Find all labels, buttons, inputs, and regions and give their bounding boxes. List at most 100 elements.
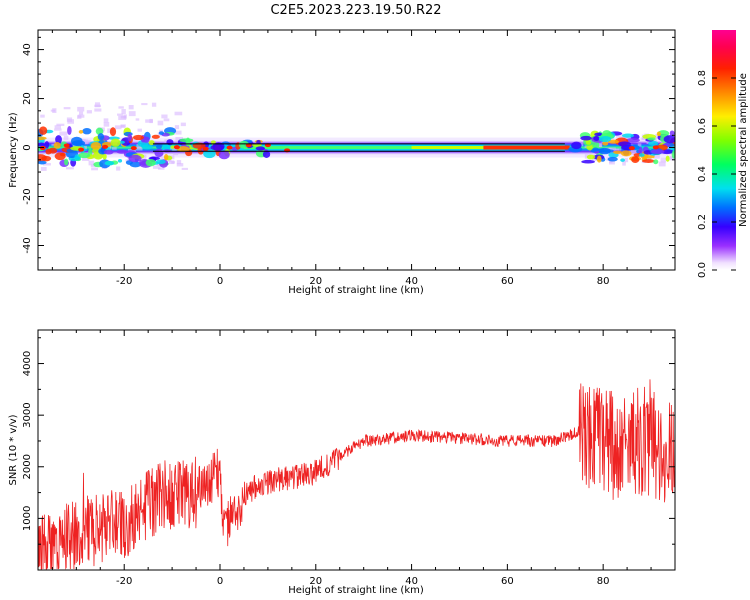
snr-y-label: SNR (10 * v/v) [8, 414, 19, 485]
heatmap-speckle [181, 167, 188, 170]
colorbar-tick-label: 0.6 [697, 118, 708, 134]
ridge-center-yellow [411, 146, 484, 150]
heatmap-speckle [116, 166, 121, 171]
colorbar-label: Normalized spectral amplitude [738, 73, 749, 227]
heatmap-blob [620, 150, 632, 157]
heatmap-blob [148, 140, 155, 146]
heatmap-blob [38, 160, 47, 165]
colorbar-tick-label: 0.0 [697, 262, 708, 278]
heatmap-speckle [637, 143, 642, 148]
heatmap-speckle [628, 150, 637, 155]
heatmap-speckle [117, 113, 124, 116]
heatmap-peak-dot [202, 146, 209, 151]
heatmap-blob [218, 150, 230, 160]
ridge-peak [483, 145, 570, 150]
spectrogram-x-label: Height of straight line (km) [288, 285, 424, 296]
snr-background [38, 330, 675, 570]
heatmap-speckle [145, 119, 153, 123]
heatmap-speckle [580, 142, 584, 147]
heatmap-speckle [94, 108, 102, 112]
heatmap-blob [650, 149, 665, 154]
heatmap-blob [585, 140, 592, 145]
heatmap-blob [104, 161, 115, 166]
heatmap-blob [647, 137, 656, 141]
heatmap-blob [598, 135, 612, 143]
spectrogram-x-tick-label: 80 [597, 276, 610, 287]
heatmap-speckle [63, 135, 69, 140]
heatmap-blob [145, 158, 156, 167]
heatmap-blob [669, 130, 675, 137]
ridge-center [243, 146, 556, 150]
snr-y-tick-label: 1000 [22, 506, 33, 531]
heatmap-blob [38, 136, 47, 141]
heatmap-blob [82, 127, 92, 135]
snr-x-tick-label: 20 [309, 576, 322, 587]
heatmap-speckle [136, 147, 143, 151]
heatmap-blob [163, 154, 169, 161]
heatmap-blob [97, 133, 105, 141]
heatmap-speckle [77, 115, 82, 119]
heatmap-blob [653, 159, 659, 165]
heatmap-blob [155, 159, 166, 165]
heatmap-blob [621, 133, 635, 138]
heatmap-speckle [136, 144, 142, 149]
heatmap-blob [210, 140, 216, 144]
spectrogram-y-tick-label: -40 [22, 237, 33, 253]
heatmap-blob [41, 155, 52, 162]
heatmap-peak-dot [284, 148, 291, 153]
heatmap-speckle [163, 118, 170, 122]
heatmap-peak-dot [130, 146, 137, 151]
heatmap-speckle [56, 123, 65, 126]
heatmap-blob [154, 148, 164, 158]
spectrogram-x-tick-label: -20 [116, 276, 132, 287]
heatmap-blob [151, 134, 160, 139]
snr-x-tick-label: 60 [501, 576, 514, 587]
heatmap-speckle [174, 125, 180, 130]
heatmap-blob [53, 142, 61, 149]
heatmap-blob [110, 138, 121, 147]
heatmap-blob [642, 159, 655, 163]
heatmap-speckle [151, 102, 157, 107]
heatmap-blob [95, 127, 104, 135]
heatmap-blob [631, 156, 640, 163]
heatmap-peak-dot [78, 147, 85, 152]
heatmap-speckle [81, 157, 90, 161]
heatmap-speckle [615, 133, 624, 138]
heatmap-speckle [91, 167, 98, 171]
snr-y-tick-label: 3000 [22, 402, 33, 427]
heatmap-blob [78, 129, 84, 134]
colorbar-ticks: 0.0 0.2 0.4 0.6 0.8 [697, 70, 736, 278]
heatmap-speckle [175, 130, 182, 135]
snr-x-label: Height of straight line (km) [288, 585, 424, 596]
heatmap-blob [620, 158, 625, 162]
heatmap-blob [580, 135, 592, 141]
figure-title: C2E5.2023.223.19.50.R22 [270, 3, 441, 18]
heatmap-speckle [141, 103, 148, 106]
heatmap-blob [656, 131, 661, 137]
heatmap-speckle [152, 165, 161, 169]
heatmap-speckle [82, 139, 88, 145]
heatmap-speckle [158, 167, 165, 170]
heatmap-speckle [653, 154, 660, 159]
snr-x-tick-label: 0 [217, 576, 223, 587]
heatmap-blob [64, 158, 69, 166]
heatmap-speckle [176, 160, 182, 165]
heatmap-speckle [52, 108, 57, 113]
heatmap-blob [255, 146, 266, 151]
heatmap-speckle [63, 107, 71, 110]
heatmap-blob [155, 144, 163, 149]
heatmap-speckle [121, 109, 126, 115]
colorbar-tick-label: 0.8 [697, 70, 708, 86]
heatmap-blob [103, 149, 114, 155]
heatmap-speckle [128, 111, 136, 117]
heatmap-peak-dot [628, 146, 635, 151]
spectrogram-x-tick-label: 60 [501, 276, 514, 287]
heatmap-speckle [137, 128, 142, 132]
heatmap-speckle [40, 166, 47, 171]
spectrogram-y-tick-label: 20 [22, 92, 33, 105]
heatmap-blob [44, 141, 50, 149]
heatmap-blob [256, 139, 261, 145]
heatmap-speckle [622, 161, 626, 166]
heatmap-speckle [66, 117, 73, 122]
